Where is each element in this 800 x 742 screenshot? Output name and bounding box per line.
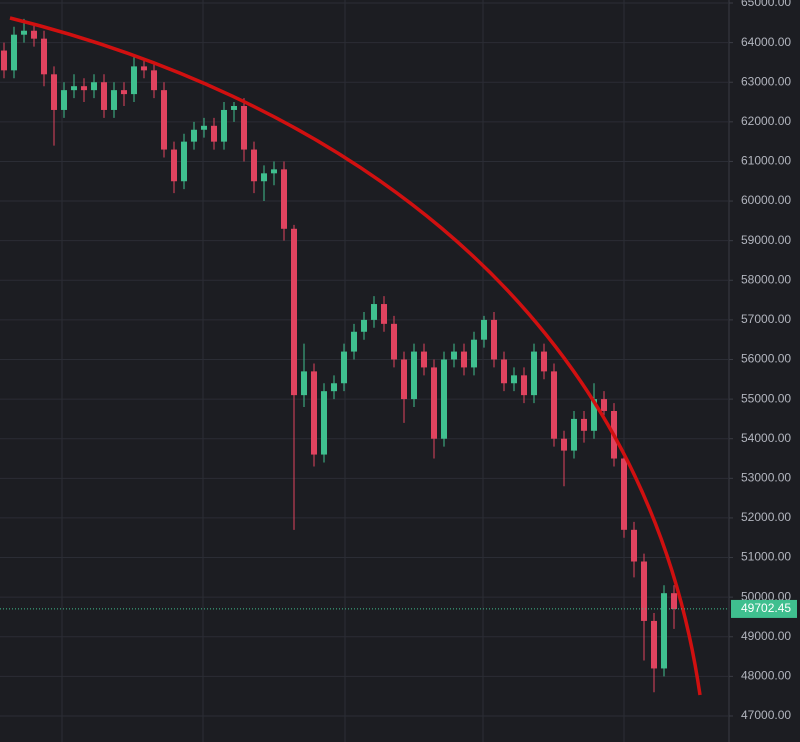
candle-body	[641, 561, 647, 621]
y-tick-label: 49000.00	[741, 629, 791, 643]
trend-curve	[9, 16, 702, 696]
candle-body	[371, 304, 377, 320]
candle-body	[511, 375, 517, 384]
candle-body	[91, 82, 97, 91]
candle-body	[241, 105, 247, 150]
candles	[1, 18, 677, 693]
candle-body	[501, 359, 507, 384]
y-tick-label: 65000.00	[741, 0, 791, 9]
candle-body	[341, 351, 347, 384]
y-tick-label: 58000.00	[741, 272, 791, 286]
y-tick-label: 55000.00	[741, 391, 791, 405]
candle-body	[431, 367, 437, 439]
candle-body	[361, 319, 367, 332]
candle-body	[661, 593, 667, 669]
y-tick-label: 51000.00	[741, 550, 791, 564]
candle-body	[201, 125, 207, 130]
last-price-box	[731, 599, 797, 618]
candle-body	[551, 371, 557, 439]
candle-body	[461, 351, 467, 368]
candle-body	[211, 125, 217, 142]
candle-body	[221, 109, 227, 142]
candle-body	[121, 90, 127, 95]
candle-body	[171, 149, 177, 182]
candle-body	[521, 375, 527, 396]
candle-body	[411, 351, 417, 400]
candle-body	[321, 391, 327, 455]
candle-body	[481, 319, 487, 340]
y-tick-label: 63000.00	[741, 74, 791, 88]
candle-body	[541, 351, 547, 372]
candle-body	[631, 529, 637, 562]
candle-body	[451, 351, 457, 360]
y-tick-label: 61000.00	[741, 154, 791, 168]
candle-body	[231, 105, 237, 110]
candle-body	[141, 66, 147, 71]
candle-body	[151, 70, 157, 91]
grid: 47000.00 48000.00 49000.00 50000.00 51000.00…	[0, 0, 791, 722]
candle-body	[261, 173, 267, 182]
y-tick-label: 52000.00	[741, 510, 791, 524]
candle-body	[191, 129, 197, 142]
candle-body	[401, 359, 407, 400]
candle-body	[21, 30, 27, 35]
candle-body	[651, 620, 657, 669]
candle-body	[391, 323, 397, 360]
candle-body	[181, 141, 187, 182]
candle-body	[131, 66, 137, 95]
candle-body	[1, 50, 7, 71]
overlay: 49702.45	[0, 599, 797, 618]
y-tick-label: 62000.00	[741, 114, 791, 128]
candle-body	[441, 359, 447, 439]
candle-body	[471, 339, 477, 368]
candle-body	[41, 38, 47, 75]
y-tick-label: 53000.00	[741, 470, 791, 484]
candle-body	[671, 593, 677, 610]
candle-body	[531, 351, 537, 396]
y-tick-label: 59000.00	[741, 233, 791, 247]
y-tick-label: 56000.00	[741, 352, 791, 366]
candle-body	[101, 82, 107, 110]
y-tick-label: 47000.00	[741, 708, 791, 722]
candle-body	[291, 228, 297, 396]
y-tick-label: 64000.00	[741, 35, 791, 49]
y-tick-label: 60000.00	[741, 193, 791, 207]
candle-body	[271, 169, 277, 174]
candle-body	[71, 86, 77, 91]
candle-body	[81, 86, 87, 91]
candle-body	[581, 418, 587, 431]
candle-body	[111, 90, 117, 110]
y-tick-label: 48000.00	[741, 669, 791, 683]
candle-body	[61, 90, 67, 110]
candle-body	[11, 34, 17, 71]
candle-body	[621, 458, 627, 530]
candle-body	[31, 30, 37, 39]
candle-body	[491, 319, 497, 360]
candle-body	[421, 351, 427, 368]
candle-body	[381, 304, 387, 324]
candle-body	[561, 438, 567, 451]
candle-body	[251, 149, 257, 182]
y-tick-label: 54000.00	[741, 431, 791, 445]
candle-body	[591, 399, 597, 431]
candle-body	[301, 371, 307, 396]
y-tick-label: 57000.00	[741, 312, 791, 326]
last-price-label: 49702.45	[741, 601, 791, 615]
candle-body	[311, 371, 317, 455]
candle-body	[51, 74, 57, 110]
candle-body	[571, 418, 577, 451]
candle-body	[161, 90, 167, 150]
candle-body	[281, 169, 287, 229]
candle-body	[331, 383, 337, 392]
candle-body	[351, 331, 357, 352]
y-tick-label: 50000.00	[741, 589, 791, 603]
candle-body	[601, 399, 607, 411]
